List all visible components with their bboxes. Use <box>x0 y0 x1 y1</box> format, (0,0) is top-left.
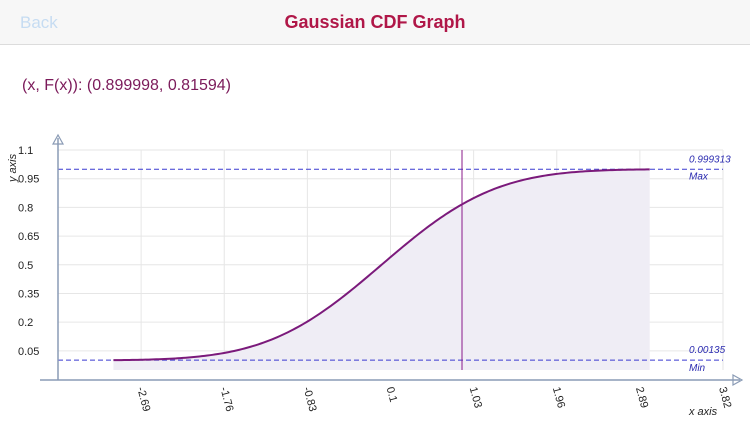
area-fill <box>113 169 650 370</box>
y-tick-label: 0.5 <box>18 260 33 272</box>
navigation-bar: Back Gaussian CDF Graph <box>0 0 750 45</box>
x-tick-label: -2.69 <box>134 386 152 413</box>
x-tick-label: -1.76 <box>217 386 235 413</box>
y-axis-label: y axis <box>7 153 19 183</box>
y-tick-label: 0.2 <box>18 317 33 329</box>
max-value-label: 0.999313 <box>689 154 731 165</box>
x-tick-label: -0.83 <box>300 386 318 413</box>
x-tick-label: 3.82 <box>716 386 733 410</box>
max-label: Max <box>689 171 709 182</box>
page-title: Gaussian CDF Graph <box>284 12 466 32</box>
y-tick-label: 0.65 <box>18 231 39 243</box>
x-axis-arrow-icon <box>732 373 744 387</box>
cdf-series-line <box>113 168 650 362</box>
back-button[interactable]: Back <box>20 13 58 32</box>
y-tick-label: 0.05 <box>18 346 39 358</box>
y-axis-arrow-icon <box>51 133 65 145</box>
x-tick-label: 1.03 <box>467 386 484 410</box>
x-tick-label: 2.89 <box>633 386 650 410</box>
cdf-chart[interactable]: 0.999313 Max 0.00135 Min 0.05 0.2 0.35 0.5 0.65 0… <box>0 130 750 422</box>
y-tick-label: 0.35 <box>18 288 39 300</box>
x-axis-label: x axis <box>688 406 718 418</box>
y-tick-label: 0.95 <box>18 174 39 186</box>
min-value-label: 0.00135 <box>689 345 726 356</box>
coordinate-readout: (x, F(x)): (0.899998, 0.81594) <box>22 77 231 94</box>
y-tick-label: 1.1 <box>18 145 33 157</box>
min-label: Min <box>689 363 706 374</box>
y-tick-label: 0.8 <box>18 202 33 214</box>
x-tick-label: 1.96 <box>550 386 567 410</box>
x-tick-label: 0.1 <box>384 386 400 404</box>
